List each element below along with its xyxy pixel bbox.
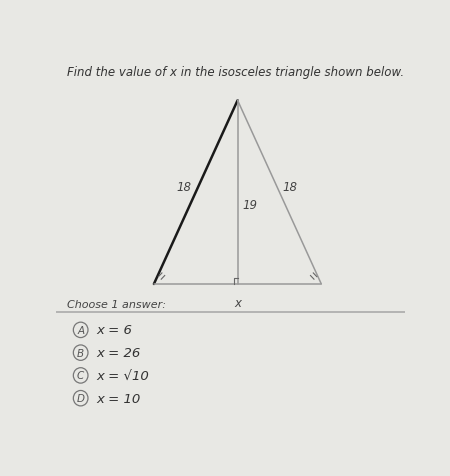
Text: B: B — [77, 348, 84, 358]
Text: x = 10: x = 10 — [96, 392, 140, 405]
Text: D: D — [76, 393, 85, 403]
Text: Find the value of x in the isosceles triangle shown below.: Find the value of x in the isosceles tri… — [67, 66, 404, 79]
Text: Choose 1 answer:: Choose 1 answer: — [67, 299, 166, 309]
Text: x: x — [234, 296, 241, 309]
Text: 18: 18 — [176, 181, 191, 194]
Text: A: A — [77, 325, 84, 335]
Text: x = 26: x = 26 — [96, 347, 140, 359]
Text: 18: 18 — [283, 181, 297, 194]
Text: x = √10: x = √10 — [96, 369, 149, 382]
Text: 19: 19 — [243, 199, 258, 212]
Text: C: C — [77, 371, 84, 381]
Text: x = 6: x = 6 — [96, 324, 132, 337]
